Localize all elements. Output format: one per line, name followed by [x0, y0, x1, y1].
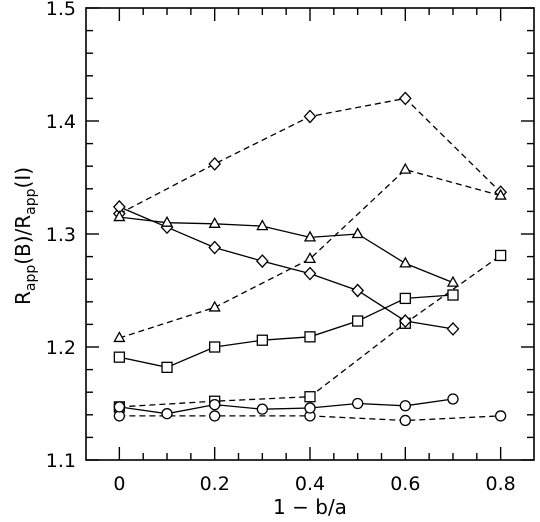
circle-marker — [494, 410, 507, 422]
diamond-marker — [398, 314, 412, 328]
circle-marker — [209, 398, 221, 411]
y-axis-label: Rapp(B)/Rapp(I) — [11, 167, 39, 305]
triangle-marker — [399, 256, 412, 268]
circle-marker — [304, 402, 316, 414]
diamond-marker — [351, 283, 365, 298]
y-label-sub2: app — [23, 188, 39, 214]
x-tick-label: 0.4 — [295, 473, 325, 495]
circle-marker — [256, 403, 268, 415]
y-tick-label: 1.1 — [46, 450, 76, 472]
square-marker — [494, 249, 507, 262]
data-markers — [112, 91, 508, 427]
square-marker — [304, 391, 316, 403]
circle-marker — [399, 414, 411, 427]
circle-marker — [447, 393, 459, 405]
circle-marker — [352, 397, 364, 410]
square-marker — [161, 361, 173, 373]
diamond-marker — [398, 91, 412, 106]
y-tick-label: 1.3 — [46, 224, 76, 246]
solid-diamond-series-line — [119, 206, 454, 330]
triangle-marker — [446, 275, 460, 287]
circle-marker — [209, 410, 221, 422]
y-tick-label: 1.2 — [46, 337, 76, 359]
square-marker — [399, 292, 411, 305]
y-tick-label: 1.5 — [46, 0, 76, 20]
triangle-marker — [303, 230, 317, 242]
diamond-marker — [303, 266, 317, 281]
square-marker — [352, 315, 364, 327]
solid-circle-series-line — [119, 398, 454, 415]
axis-ticks — [86, 7, 534, 461]
triangle-marker — [351, 227, 364, 239]
triangle-marker — [113, 331, 126, 343]
x-tick-label: 0 — [113, 473, 125, 495]
square-marker — [256, 334, 268, 346]
triangle-marker — [113, 210, 126, 222]
diamond-marker — [303, 109, 317, 124]
square-marker — [209, 341, 221, 353]
diamond-marker — [208, 156, 222, 171]
square-marker — [304, 331, 316, 343]
y-tick-label: 1.4 — [46, 111, 76, 133]
x-tick-label: 0.6 — [390, 473, 420, 495]
solid-square-series-line — [119, 294, 454, 368]
triangle-marker — [208, 300, 221, 312]
y-label-main: R — [11, 291, 35, 305]
triangle-marker — [303, 252, 317, 264]
y-label-tail: (I) — [11, 167, 35, 189]
x-tick-label: 0.2 — [200, 473, 230, 495]
square-marker — [447, 289, 459, 301]
circle-marker — [399, 400, 411, 412]
tick-labels: 0 0.2 0.4 0.6 0.8 1.1 1.2 1.3 1.4 1.5 — [46, 0, 516, 495]
diamond-marker — [446, 321, 460, 336]
y-label-sub1: app — [23, 265, 39, 291]
triangle-marker — [160, 215, 174, 227]
triangle-marker — [494, 188, 507, 200]
dashed-triangle-series-line — [119, 168, 501, 339]
triangle-marker — [256, 219, 269, 231]
diamond-marker — [208, 240, 222, 255]
triangle-marker — [399, 162, 412, 174]
solid-triangle-series-line — [119, 216, 454, 284]
y-label-mid: (B)/R — [11, 215, 35, 265]
square-marker — [113, 351, 126, 363]
x-axis-label: 1 − b/a — [273, 495, 347, 519]
circle-marker — [161, 408, 173, 420]
circle-marker — [113, 401, 126, 413]
x-tick-label: 0.8 — [486, 473, 516, 495]
triangle-marker — [208, 216, 221, 228]
diamond-marker — [255, 254, 269, 269]
